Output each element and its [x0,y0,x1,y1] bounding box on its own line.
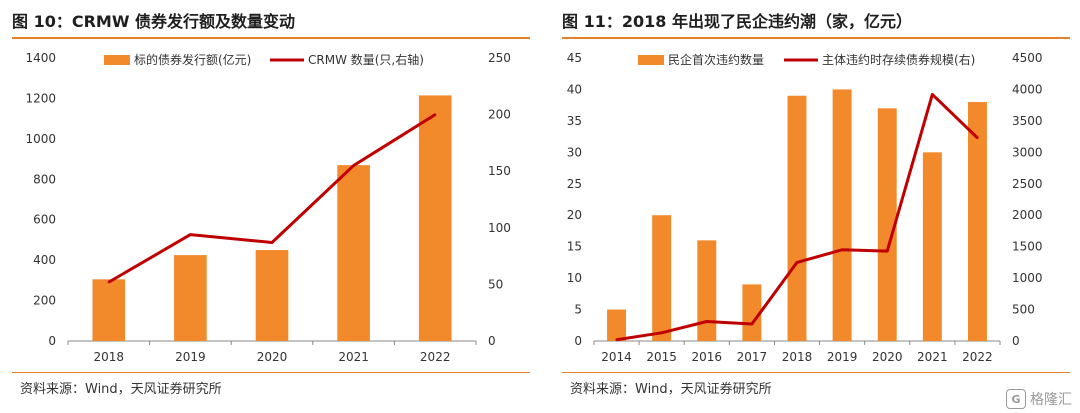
line-point-2020 [270,241,274,244]
legend-bar-swatch [638,55,664,65]
y-right-tick-label: 500 [1012,303,1035,317]
right-source-text: 资料来源：Wind，天风证券研究所 [570,382,772,397]
y-left-tick-label: 5 [574,303,582,317]
y-left-tick-label: 40 [567,82,582,96]
y-right-tick-label: 100 [488,221,511,235]
bar-2014 [607,309,627,341]
y-left-tick-label: 1200 [25,91,56,105]
left-source-text: 资料来源：Wind，天风证券研究所 [20,382,222,397]
left-chart-svg: 0 200 400 600 800 1000 1200 1400 0 50 100 150 200 250… [25,51,511,364]
y-left-tick-label: 600 [33,213,56,227]
bar-2015 [652,215,672,341]
x-tick-label: 2022 [962,350,993,364]
x-tick-label: 2018 [94,350,125,364]
line-point-2014 [615,338,618,341]
right-chart-panel: 图 11：2018 年出现了民企违约潮（家，亿元） 0 5 10 15 20 25 30 35… [550,0,1080,413]
y-left-tick-label: 0 [48,334,56,348]
y-left-tick-label: 20 [567,208,582,222]
bar-2020 [255,250,289,341]
legend-bar-label: 民企首次违约数量 [668,52,764,67]
left-chart-title: 图 10：CRMW 债券发行额及数量变动 [12,12,296,31]
x-tick-label: 2019 [827,350,858,364]
x-tick-label: 2017 [737,350,768,364]
right-title-rule [562,37,1070,39]
x-tick-label: 2019 [175,350,206,364]
x-tick-label: 2016 [692,350,723,364]
y-left-tick-label: 1000 [25,132,56,146]
line-point-2017 [750,322,754,326]
left-title-rule [12,37,530,39]
bar-2019 [832,89,852,341]
y-left-tick-label: 400 [33,253,56,267]
y-left-tick-label: 200 [33,294,56,308]
x-tick-label: 2014 [601,350,632,364]
y-right-tick-label: 150 [488,164,511,178]
line-point-2019 [840,248,844,252]
line-point-2018 [107,280,111,284]
x-tick-label: 2018 [782,350,813,364]
y-left-tick-label: 45 [567,51,582,65]
left-chart-panel: 图 10：CRMW 债券发行额及数量变动 0 200 400 600 800 1000 12… [12,12,530,397]
bar-2020 [877,108,897,341]
bar-2018 [92,279,126,341]
left-source-rule [12,372,530,373]
y-right-tick-label: 4500 [1012,51,1043,65]
y-left-tick-label: 800 [33,172,56,186]
y-left-tick-label: 15 [567,240,582,254]
y-right-tick-label: 2000 [1012,208,1043,222]
watermark-text: 格隆汇 [1030,392,1072,408]
y-right-tick-label: 250 [488,51,511,65]
bar-2022 [418,95,452,342]
right-chart-svg: 0 5 10 15 20 25 30 35 40 45 0 500 1000 1500 2000 2500 30… [567,51,1043,364]
legend-bar-swatch [104,55,130,65]
legend-line-label: 主体违约时存续债券规模(右) [822,52,975,67]
x-tick-label: 2015 [646,350,677,364]
watermark: G 格隆汇 [1006,389,1072,409]
y-right-tick-label: 3500 [1012,114,1043,128]
legend-bar-label: 标的债券发行额(亿元) [134,52,251,67]
y-right-tick-label: 1000 [1012,271,1043,285]
line-point-2018 [795,261,799,264]
line-point-2022 [434,113,437,116]
bar-2018 [787,95,807,341]
bar-2016 [697,240,717,341]
y-right-tick-label: 0 [488,334,496,348]
x-tick-label: 2022 [420,350,451,364]
x-tick-label: 2020 [872,350,903,364]
y-right-tick-label: 50 [488,277,503,291]
right-chart-title: 图 11：2018 年出现了民企违约潮（家，亿元） [562,12,912,31]
line-point-2021 [931,93,934,96]
y-left-tick-label: 25 [567,177,582,191]
y-right-tick-label: 1500 [1012,240,1043,254]
y-left-tick-label: 10 [567,271,582,285]
bar-2021 [337,165,370,341]
line-point-2015 [660,331,663,335]
bar-2022 [967,102,987,342]
bar-2017 [742,284,762,341]
line-point-2020 [886,249,889,253]
y-left-tick-label: 30 [567,145,582,159]
x-tick-label: 2020 [257,350,288,364]
line-point-2019 [189,233,192,236]
x-tick-label: 2021 [917,350,948,364]
y-right-tick-label: 0 [1012,334,1020,348]
y-left-tick-label: 0 [574,334,582,348]
y-left-tick-label: 35 [567,114,582,128]
legend-line-label: CRMW 数量(只,右轴) [308,52,424,67]
bar-2019 [174,255,207,341]
y-right-tick-label: 2500 [1012,177,1043,191]
right-source-rule [562,372,1070,373]
y-left-tick-label: 1400 [25,51,56,65]
y-right-tick-label: 200 [488,108,511,122]
y-right-tick-label: 4000 [1012,82,1043,96]
line-point-2021 [352,164,355,167]
bar-2021 [922,152,942,341]
x-tick-label: 2021 [338,350,369,364]
watermark-logo-icon: G [1006,389,1026,409]
y-right-tick-label: 3000 [1012,145,1043,159]
line-point-2022 [976,136,979,140]
line-point-2016 [705,320,708,323]
